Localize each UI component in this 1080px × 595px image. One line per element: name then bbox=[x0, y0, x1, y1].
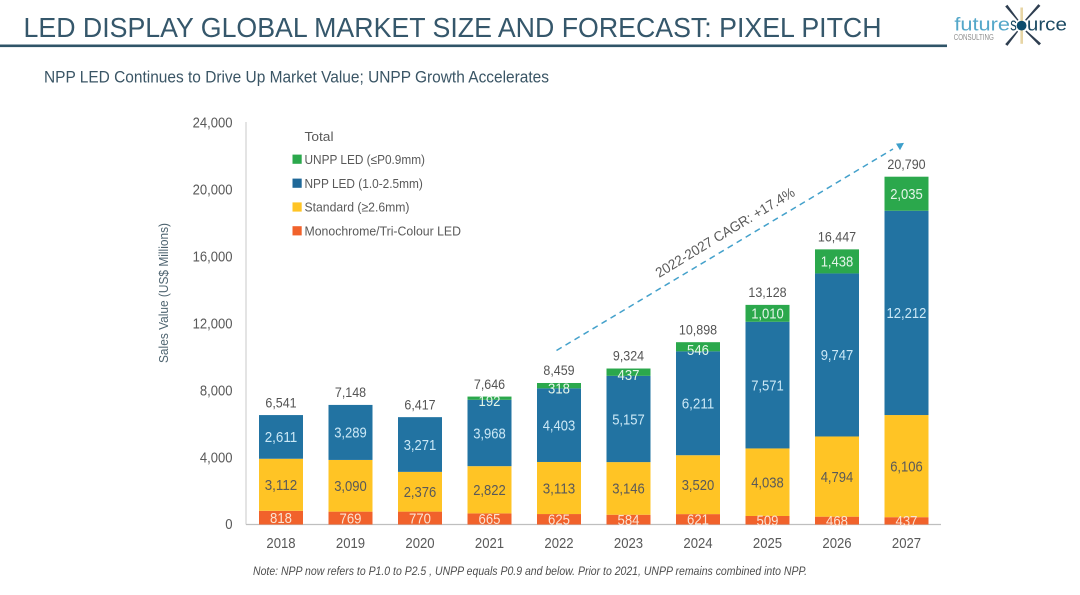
svg-text:2024: 2024 bbox=[683, 535, 712, 552]
svg-text:10,898: 10,898 bbox=[679, 321, 717, 337]
svg-text:4,000: 4,000 bbox=[200, 450, 233, 466]
svg-text:3,968: 3,968 bbox=[473, 425, 506, 442]
svg-text:NPP LED (1.0-2.5mm): NPP LED (1.0-2.5mm) bbox=[305, 176, 423, 191]
svg-text:20,000: 20,000 bbox=[193, 183, 233, 199]
svg-text:437: 437 bbox=[618, 367, 640, 384]
svg-text:7,646: 7,646 bbox=[474, 376, 505, 392]
svg-text:318: 318 bbox=[548, 381, 570, 398]
svg-text:LED DISPLAY GLOBAL MARKET SIZE: LED DISPLAY GLOBAL MARKET SIZE AND FOREC… bbox=[24, 12, 882, 43]
svg-text:584: 584 bbox=[618, 512, 640, 529]
svg-text:3,112: 3,112 bbox=[265, 477, 298, 494]
svg-text:2027: 2027 bbox=[892, 535, 921, 552]
svg-text:7,148: 7,148 bbox=[335, 384, 366, 400]
svg-text:3,520: 3,520 bbox=[682, 477, 715, 494]
svg-text:9,324: 9,324 bbox=[613, 348, 644, 364]
svg-text:urce: urce bbox=[1027, 15, 1067, 35]
svg-text:6,106: 6,106 bbox=[890, 458, 923, 475]
svg-text:3,113: 3,113 bbox=[543, 480, 576, 497]
svg-text:621: 621 bbox=[687, 512, 709, 529]
svg-text:2026: 2026 bbox=[822, 535, 851, 552]
svg-text:3,146: 3,146 bbox=[612, 481, 645, 498]
svg-text:20,790: 20,790 bbox=[887, 156, 925, 172]
svg-text:2018: 2018 bbox=[266, 535, 295, 552]
svg-text:2019: 2019 bbox=[336, 535, 365, 552]
svg-text:625: 625 bbox=[548, 512, 570, 529]
svg-text:665: 665 bbox=[479, 511, 501, 528]
svg-text:2023: 2023 bbox=[614, 535, 643, 552]
svg-text:437: 437 bbox=[896, 513, 918, 530]
svg-text:1,010: 1,010 bbox=[751, 306, 784, 323]
svg-text:468: 468 bbox=[826, 513, 848, 530]
svg-text:UNPP LED (≤P0.9mm): UNPP LED (≤P0.9mm) bbox=[305, 152, 426, 167]
svg-text:5,157: 5,157 bbox=[612, 411, 645, 428]
svg-text:6,541: 6,541 bbox=[265, 394, 296, 410]
svg-text:Sales Value (US$ Millions): Sales Value (US$ Millions) bbox=[156, 223, 171, 363]
svg-text:192: 192 bbox=[479, 393, 501, 410]
svg-text:NPP LED Continues to Drive Up: NPP LED Continues to Drive Up Market Val… bbox=[44, 68, 549, 87]
svg-text:4,794: 4,794 bbox=[821, 469, 854, 486]
svg-text:7,571: 7,571 bbox=[751, 377, 784, 394]
svg-text:3,090: 3,090 bbox=[334, 478, 367, 495]
svg-text:770: 770 bbox=[409, 510, 431, 527]
svg-text:4,403: 4,403 bbox=[543, 417, 576, 434]
svg-text:2022: 2022 bbox=[544, 535, 573, 552]
svg-text:2,611: 2,611 bbox=[265, 429, 298, 446]
svg-text:future: future bbox=[954, 15, 1010, 35]
svg-text:6,211: 6,211 bbox=[682, 396, 715, 413]
svg-text:8,459: 8,459 bbox=[543, 362, 574, 378]
svg-text:2025: 2025 bbox=[753, 535, 782, 552]
svg-text:Monochrome/Tri-Colour LED: Monochrome/Tri-Colour LED bbox=[305, 223, 462, 238]
svg-text:2,822: 2,822 bbox=[473, 482, 506, 499]
svg-text:8,000: 8,000 bbox=[200, 383, 233, 399]
svg-text:2020: 2020 bbox=[405, 535, 434, 552]
svg-text:2021: 2021 bbox=[475, 535, 504, 552]
svg-text:24,000: 24,000 bbox=[193, 116, 233, 132]
svg-text:546: 546 bbox=[687, 342, 709, 359]
svg-text:Total: Total bbox=[305, 129, 334, 144]
svg-text:4,038: 4,038 bbox=[751, 475, 784, 492]
svg-text:3,289: 3,289 bbox=[334, 425, 367, 442]
svg-text:CONSULTING: CONSULTING bbox=[954, 33, 994, 42]
svg-text:s: s bbox=[1010, 15, 1017, 35]
svg-text:16,447: 16,447 bbox=[818, 229, 856, 245]
svg-text:6,417: 6,417 bbox=[404, 396, 435, 412]
svg-text:13,128: 13,128 bbox=[748, 284, 786, 300]
svg-text:Note: NPP now refers to P1.0 t: Note: NPP now refers to P1.0 to P2.5 , U… bbox=[253, 566, 807, 578]
svg-text:0: 0 bbox=[225, 517, 232, 533]
svg-text:2,376: 2,376 bbox=[404, 484, 437, 501]
svg-text:818: 818 bbox=[270, 510, 292, 527]
svg-text:9,747: 9,747 bbox=[821, 347, 854, 364]
svg-text:12,212: 12,212 bbox=[887, 305, 927, 322]
svg-text:2,035: 2,035 bbox=[890, 186, 923, 203]
svg-text:769: 769 bbox=[340, 510, 362, 527]
svg-text:Standard (≥2.6mm): Standard (≥2.6mm) bbox=[305, 200, 410, 215]
svg-text:16,000: 16,000 bbox=[193, 250, 233, 266]
svg-text:12,000: 12,000 bbox=[193, 316, 233, 332]
svg-text:509: 509 bbox=[757, 513, 779, 530]
svg-text:3,271: 3,271 bbox=[404, 437, 437, 454]
svg-text:1,438: 1,438 bbox=[821, 254, 854, 271]
